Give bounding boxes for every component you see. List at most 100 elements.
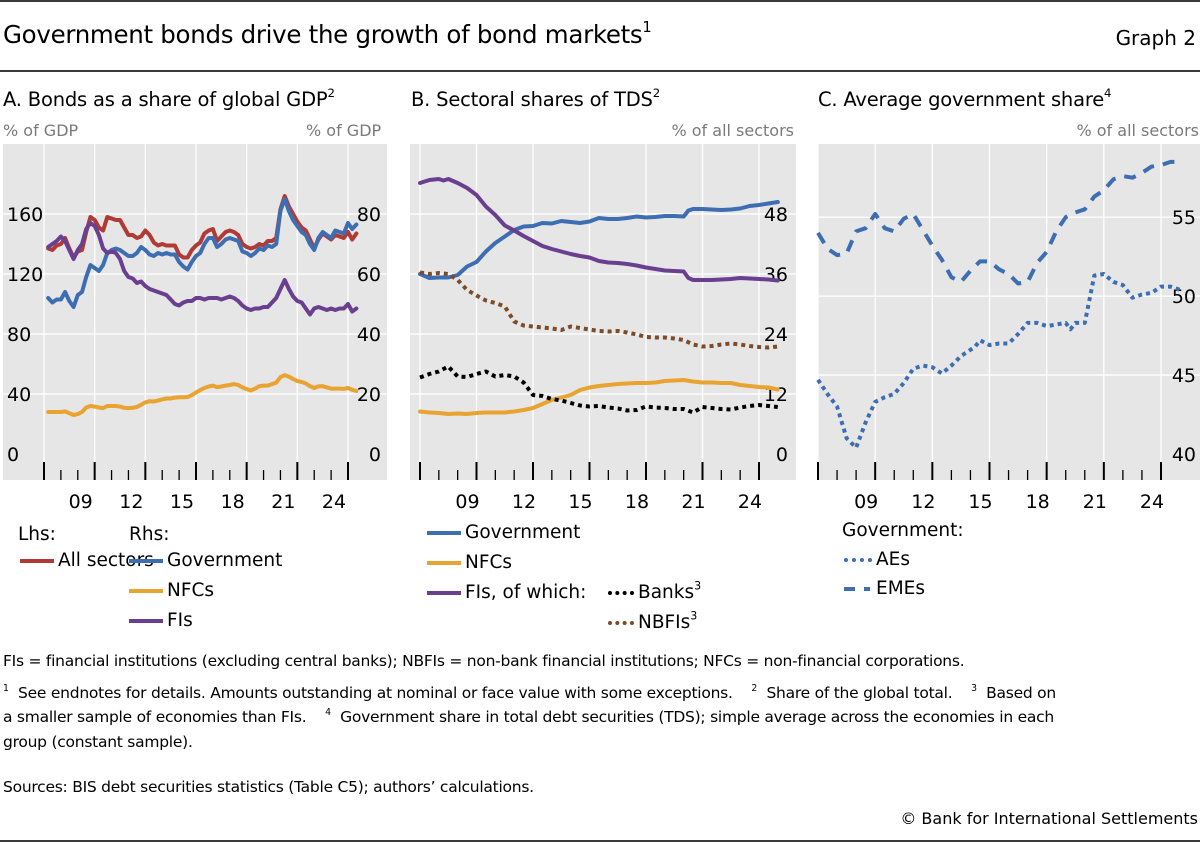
footnote-marker: 1	[3, 683, 9, 695]
y-tick-label-left: 160	[7, 204, 43, 226]
panel-a-footnote-marker: 2	[327, 86, 335, 101]
x-tick-label: 09	[69, 491, 93, 513]
legend-a-lhs-heading: Lhs:	[18, 524, 56, 545]
series-line-emes	[816, 159, 1181, 286]
all-sectors-swatch-icon	[20, 559, 54, 563]
nbfis-swatch-icon	[608, 621, 634, 625]
legend-b-nbfis: NBFIs3	[608, 609, 698, 633]
footnote-marker: 2	[751, 683, 758, 695]
panel-b-footnote-marker: 2	[652, 86, 660, 101]
series-line-nfcs	[46, 373, 359, 417]
series-line-banks	[419, 364, 779, 415]
x-tick-label: 21	[681, 491, 705, 513]
x-tick-label: 21	[271, 491, 295, 513]
y-tick-label-right: 48	[764, 204, 788, 226]
plot-background	[410, 144, 796, 480]
y-tick-label-right: 40	[357, 324, 381, 346]
bottom-rule	[0, 840, 1200, 842]
legend-label: Government	[465, 522, 581, 543]
legend-b-government-item: Government	[427, 522, 580, 543]
x-tick-label: 18	[221, 491, 245, 513]
legend-label: FIs, of which:	[465, 582, 587, 603]
footnote-text: See endnotes for details. Amounts outsta…	[18, 684, 733, 702]
series-line-nfcs	[418, 378, 780, 416]
x-tick-label: 15	[568, 491, 592, 513]
legend-a-government: Government	[129, 550, 282, 571]
legend-label: NFCs	[465, 552, 513, 573]
x-tick-label: 24	[322, 491, 346, 513]
legend-b-fis: FIs, of which:	[427, 582, 586, 603]
panel-c-title: C. Average government share4	[818, 86, 1112, 111]
footnote-marker: 3	[690, 609, 698, 623]
panel-a-title: A. Bonds as a share of global GDP2	[3, 86, 335, 111]
x-tick-label: 24	[738, 491, 762, 513]
panel-a-chart: 0 20 40 60 80 0 40 80 120 160 09 12 15 18 21 24	[3, 144, 387, 513]
legend-label: NBFIs	[638, 612, 691, 633]
y-tick-label-left: 120	[7, 264, 43, 286]
x-tick-label: 12	[119, 491, 143, 513]
x-tick-label: 21	[1083, 491, 1107, 513]
panel-c-footnote-marker: 4	[1104, 86, 1112, 101]
fis-swatch-icon	[129, 619, 163, 623]
footnote-marker: 4	[325, 707, 331, 719]
series-line-government	[418, 200, 780, 280]
panel-c-chart: 40 45 50 55 09 12 15 18 21 24	[816, 144, 1200, 513]
legend-a-rhs-heading: Rhs:	[129, 524, 170, 545]
legend-c-emes: EMEs	[844, 578, 925, 599]
x-tick-label: 09	[455, 491, 479, 513]
footnote-text: Based on	[986, 684, 1056, 702]
footnote-line-2: a smaller sample of economies than FIs. …	[3, 708, 1054, 726]
legend-c-aes: AEs	[844, 549, 910, 570]
footnote-text: Government share in total debt securitie…	[340, 708, 1054, 726]
banks-swatch-icon	[608, 591, 634, 595]
legend-label: AEs	[876, 549, 910, 570]
x-tick-label: 15	[968, 491, 992, 513]
legend-label: Government	[167, 550, 283, 571]
panel-c-unit-right: % of all sectors	[1076, 121, 1199, 140]
y-tick-label-right: 40	[1172, 444, 1196, 466]
government-swatch-icon	[129, 559, 163, 563]
x-tick-label: 09	[854, 491, 878, 513]
footnote-line-3: group (constant sample).	[3, 733, 193, 751]
footnote-line-1: 1 See endnotes for details. Amounts outs…	[3, 684, 1056, 702]
legend-label: EMEs	[876, 578, 925, 599]
y-tick-label-right: 50	[1172, 286, 1196, 308]
panel-b-unit-right: % of all sectors	[671, 121, 794, 140]
plot-background	[818, 144, 1200, 480]
series-line-nbfis	[419, 270, 779, 350]
plot-background	[3, 144, 387, 480]
panel-a-title-text: A. Bonds as a share of global GDP	[3, 88, 328, 111]
x-tick-label: 18	[625, 491, 649, 513]
fis-swatch-icon	[427, 591, 461, 595]
x-tick-label: 18	[1026, 491, 1050, 513]
y-tick-label-right: 45	[1172, 365, 1196, 387]
y-tick-label-right: 20	[357, 384, 381, 406]
legend-label: All sectors	[58, 550, 154, 571]
emes-swatch-icon	[844, 587, 872, 591]
y-tick-label-right: 24	[764, 324, 788, 346]
y-tick-label-right: 55	[1172, 207, 1196, 229]
footnote-marker: 3	[971, 683, 977, 695]
footnote-marker: 3	[694, 579, 702, 593]
series-line-fis	[46, 221, 359, 317]
panel-c-title-text: C. Average government share	[818, 88, 1105, 111]
footnote-text: Share of the global total.	[766, 684, 953, 702]
y-tick-label-right: 0	[369, 444, 381, 466]
legend-a-nfcs: NFCs	[129, 580, 214, 601]
series-line-fis-of-which	[418, 177, 780, 283]
panel-a-unit-left: % of GDP	[3, 121, 79, 140]
nfcs-swatch-icon	[427, 561, 461, 565]
legend-b-banks: Banks3	[608, 579, 702, 603]
top-rule	[0, 0, 1200, 2]
x-tick-label: 15	[170, 491, 194, 513]
aes-swatch-icon	[844, 558, 872, 562]
header-rule	[0, 70, 1200, 72]
x-tick-label: 12	[911, 491, 935, 513]
x-tick-label: 24	[1140, 491, 1164, 513]
legend-c-heading: Government:	[842, 520, 964, 541]
y-tick-label-left: 0	[7, 444, 19, 466]
legend-label: Banks	[638, 582, 695, 603]
copyright: © Bank for International Settlements	[900, 809, 1198, 828]
legend-b-nfcs: NFCs	[427, 552, 512, 573]
y-tick-label-right: 36	[764, 264, 788, 286]
